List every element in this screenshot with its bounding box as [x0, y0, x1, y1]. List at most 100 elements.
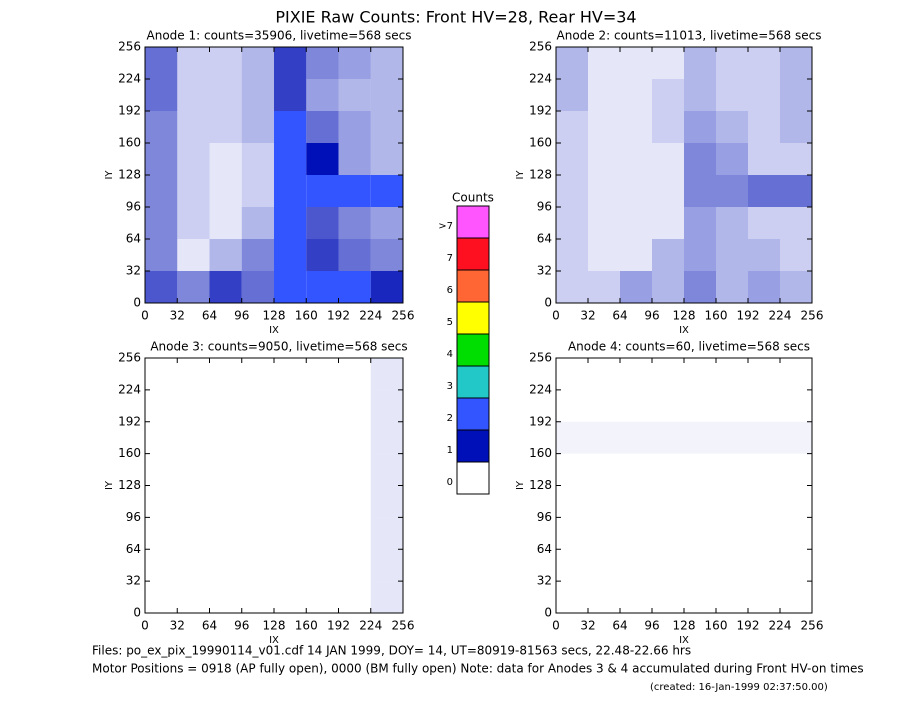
footer-created: (created: 16-Jan-1999 02:37:50.00)	[650, 682, 828, 693]
heat-cell	[370, 581, 403, 613]
x-tick-label: 64	[612, 309, 627, 323]
heat-cell	[242, 422, 274, 454]
y-tick-label: 160	[529, 446, 552, 460]
heat-cell	[274, 111, 307, 143]
heat-cell	[716, 517, 748, 549]
heat-cell	[306, 271, 339, 303]
heat-cell	[274, 390, 306, 422]
heat-cell	[716, 111, 748, 143]
heat-cell	[780, 47, 812, 79]
y-tick-label: 128	[529, 168, 552, 182]
heat-cell	[588, 79, 620, 111]
heat-cell	[620, 47, 652, 79]
heat-cell	[338, 175, 371, 207]
heat-cell	[145, 175, 178, 207]
x-tick-label: 224	[359, 309, 382, 323]
colorbar-swatch	[456, 429, 490, 463]
y-tick-label: 96	[126, 510, 141, 524]
heat-cell	[274, 358, 306, 390]
heat-cell	[716, 358, 748, 390]
heat-cell	[652, 79, 684, 111]
heat-cell	[242, 358, 274, 390]
colorbar-label: 0	[447, 477, 453, 488]
heat-cell	[652, 207, 684, 239]
y-tick-label: 256	[529, 40, 552, 54]
colorbar-swatch	[456, 269, 490, 303]
y-tick-label: 64	[537, 542, 552, 556]
x-tick-label: 192	[737, 309, 760, 323]
heat-cell	[748, 390, 780, 422]
x-tick-label: 256	[392, 619, 415, 633]
heat-cell	[242, 390, 274, 422]
heat-cell	[210, 358, 242, 390]
heat-cell	[274, 79, 307, 111]
heat-cell	[306, 549, 338, 581]
heat-cell	[556, 517, 588, 549]
heat-cell	[306, 175, 339, 207]
heat-cell	[716, 549, 748, 581]
heat-cell	[274, 143, 307, 175]
heat-cell	[780, 486, 812, 518]
heat-cell	[620, 390, 652, 422]
x-axis-label: IX	[679, 325, 689, 336]
footer-motor: Motor Positions = 0918 (AP fully open), …	[92, 662, 864, 676]
heat-cell	[241, 47, 274, 79]
heat-cell	[274, 47, 307, 79]
heat-cell	[177, 581, 209, 613]
heat-cell	[145, 47, 178, 79]
heat-cell	[306, 486, 338, 518]
heat-cell	[652, 390, 684, 422]
heat-cell	[145, 358, 177, 390]
y-tick-label: 32	[537, 264, 552, 278]
heat-cell	[210, 581, 242, 613]
heat-cell	[780, 581, 812, 613]
heat-cell	[588, 517, 620, 549]
heat-cell	[748, 175, 780, 207]
y-tick-label: 192	[118, 104, 141, 118]
heat-cell	[338, 111, 371, 143]
heat-cell	[684, 358, 716, 390]
heat-cell	[748, 143, 780, 175]
heat-cell	[210, 454, 242, 486]
heat-cell	[306, 111, 339, 143]
colorbar-swatch	[456, 397, 490, 431]
heat-cell	[177, 517, 209, 549]
heat-cell	[177, 454, 209, 486]
heat-cell	[684, 47, 716, 79]
heat-cell	[306, 422, 338, 454]
heat-cell	[339, 549, 371, 581]
x-tick-label: 128	[673, 619, 696, 633]
y-tick-label: 160	[118, 136, 141, 150]
heat-cell	[652, 111, 684, 143]
heat-cell	[339, 581, 371, 613]
heat-cell	[780, 549, 812, 581]
heat-cell	[556, 421, 588, 454]
heat-cell	[339, 486, 371, 518]
heat-cell	[370, 271, 403, 303]
heat-cell	[177, 111, 210, 143]
heat-cell	[242, 486, 274, 518]
heat-cell	[716, 47, 748, 79]
heat-cell	[652, 239, 684, 271]
heat-cell	[588, 581, 620, 613]
heat-cell	[338, 239, 371, 271]
heat-cell	[209, 111, 242, 143]
heat-cell	[306, 358, 338, 390]
heat-cell	[588, 239, 620, 271]
heat-cell	[177, 271, 210, 303]
y-tick-label: 160	[529, 136, 552, 150]
heat-cell	[780, 239, 812, 271]
heat-cell	[210, 517, 242, 549]
heat-cell	[370, 358, 403, 390]
heat-cell	[177, 175, 210, 207]
panel-title: Anode 1: counts=35906, livetime=568 secs	[147, 29, 412, 43]
colorbar-label: 4	[447, 349, 453, 360]
x-tick-label: 128	[673, 309, 696, 323]
heat-cell	[556, 239, 588, 271]
heat-cell	[145, 581, 177, 613]
heat-cell	[306, 207, 339, 239]
x-tick-label: 0	[141, 619, 149, 633]
heat-cell	[242, 517, 274, 549]
heat-cell	[370, 421, 403, 454]
heat-cell	[780, 207, 812, 239]
